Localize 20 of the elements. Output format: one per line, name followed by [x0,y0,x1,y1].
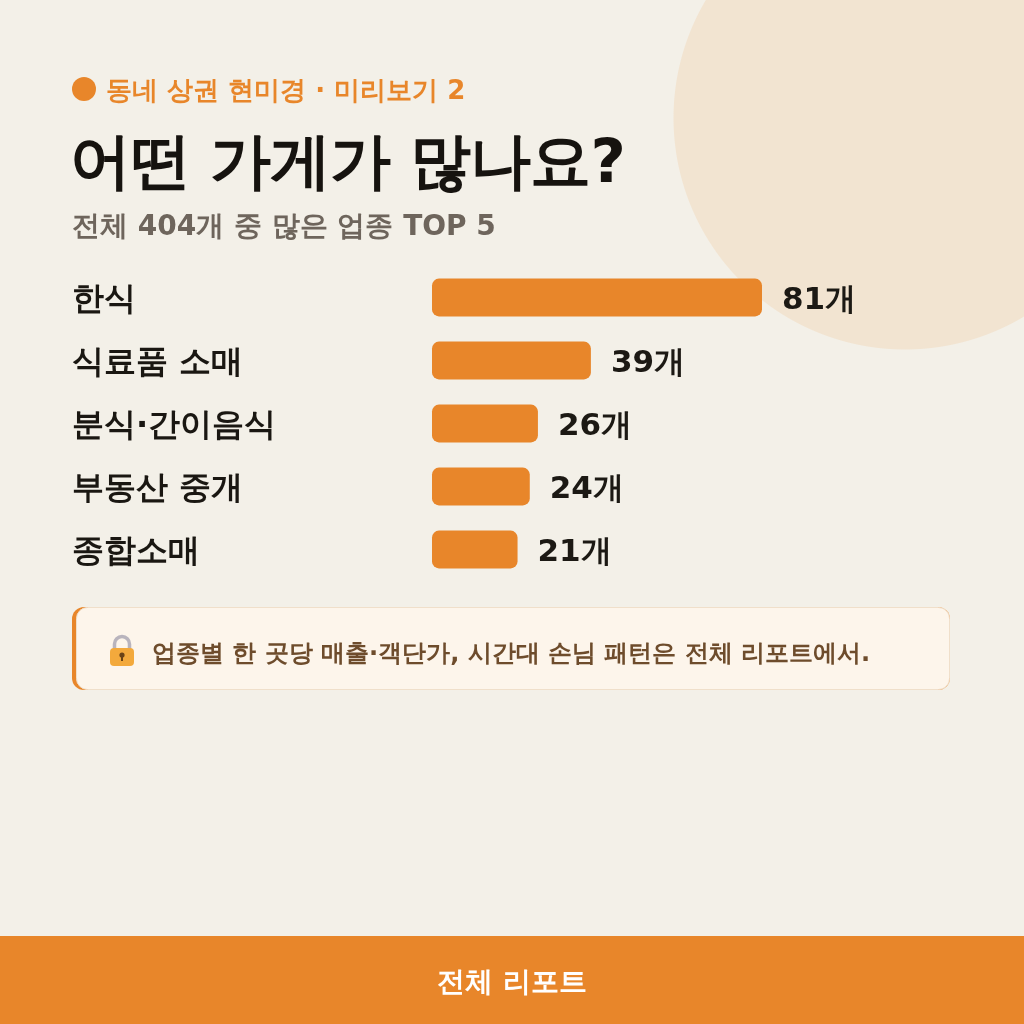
bar [432,341,591,380]
y-tick-label: 종합소매 [72,531,200,570]
bar [432,467,530,506]
y-tick-label: 부동산 중개 [72,468,244,507]
text: 전체 리포트 [437,965,587,998]
data-label: 81개 [782,279,857,316]
y-tick-label: 분식·간이음식 [72,405,277,444]
bar [432,530,518,569]
data-label: 24개 [549,468,624,505]
data-label: 21개 [537,531,612,568]
bar [432,278,762,317]
data-label: 26개 [557,405,633,442]
bar [432,404,538,443]
text: 동네 상권 현미경 · 미리보기 2 [106,75,466,105]
data-label: 39개 [610,342,686,379]
chart-subtitle: 전체 404개 중 많은 업종 TOP 5 [72,209,496,242]
y-tick-label: 식료품 소매 [72,342,244,381]
y-tick-label: 한식 [72,279,136,318]
text: 업종별 한 곳당 매출·객단가, 시간대 손님 패턴은 전체 리포트에서. [152,639,871,667]
chart-title: 어떤 가게가 많나요? [70,125,625,196]
